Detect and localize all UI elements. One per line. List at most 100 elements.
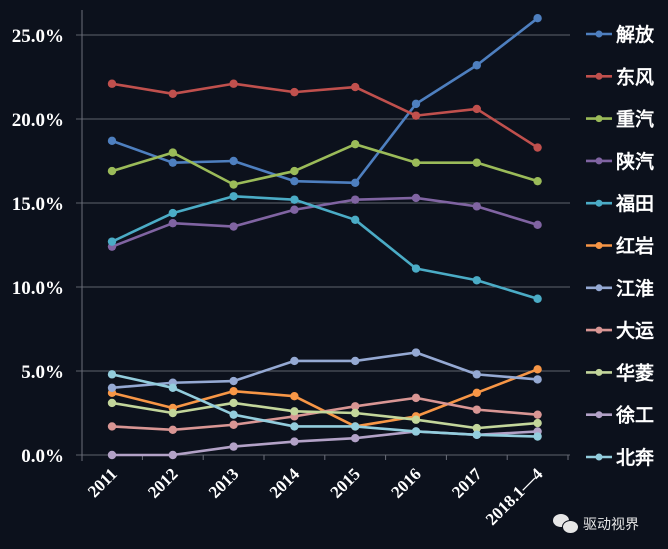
- data-point: [168, 408, 177, 418]
- data-point: [472, 104, 481, 114]
- legend-label: 福田: [615, 192, 654, 215]
- data-point: [107, 166, 117, 176]
- data-point: [533, 294, 542, 303]
- data-point: [351, 402, 360, 411]
- data-point: [533, 432, 542, 441]
- legend-marker: [595, 72, 603, 80]
- x-tick-label: 2016: [387, 464, 424, 501]
- legend-item: 东风: [586, 65, 654, 88]
- x-tick-label: 2014: [266, 464, 304, 502]
- data-point: [533, 14, 542, 23]
- data-point: [290, 176, 299, 186]
- data-point: [472, 202, 481, 211]
- data-point: [533, 365, 542, 374]
- watermark: 驱动视界: [553, 514, 639, 534]
- data-point: [533, 143, 542, 152]
- series-福田: [107, 192, 542, 303]
- legend-marker: [595, 326, 603, 334]
- legend-item: 红岩: [586, 235, 654, 258]
- series-line: [111, 82, 539, 149]
- series-line: [111, 368, 539, 428]
- data-point: [290, 422, 299, 431]
- series-北奔: [107, 370, 542, 441]
- x-tick-label: 2015: [327, 464, 364, 501]
- data-point: [411, 393, 421, 403]
- data-point: [290, 392, 299, 401]
- data-point: [229, 156, 238, 166]
- data-point: [472, 405, 481, 414]
- data-point: [107, 79, 117, 88]
- data-point: [229, 192, 238, 201]
- legend-item: 陕汽: [586, 150, 654, 173]
- legend-item: 徐工: [586, 404, 654, 427]
- data-point: [533, 176, 542, 186]
- y-axis: 0.0% 5.0% 10.0% 15.0% 20.0% 25.0%: [12, 10, 83, 467]
- data-point: [168, 383, 177, 392]
- data-point: [533, 418, 542, 428]
- series-江淮: [107, 348, 542, 392]
- data-point: [351, 178, 360, 188]
- data-point: [411, 111, 421, 120]
- legend-item: 北奔: [586, 446, 655, 469]
- data-point: [351, 356, 360, 366]
- legend-item: 解放: [586, 23, 655, 46]
- data-point: [107, 136, 117, 146]
- data-point: [168, 89, 177, 99]
- data-point: [107, 398, 117, 408]
- data-point: [107, 422, 117, 431]
- data-point: [290, 407, 299, 416]
- data-point: [290, 166, 299, 176]
- data-point: [411, 348, 421, 357]
- data-point: [229, 410, 238, 419]
- legend-marker: [595, 284, 603, 292]
- legend-label: 大运: [616, 319, 654, 342]
- data-point: [229, 442, 238, 451]
- x-tick-label: 2013: [205, 464, 242, 501]
- y-tick-label: 0.0%: [21, 446, 64, 467]
- data-point: [472, 158, 481, 167]
- legend-item: 江淮: [586, 278, 654, 300]
- y-tick-label: 15.0%: [12, 194, 64, 215]
- data-point: [229, 222, 238, 231]
- data-point: [533, 220, 542, 230]
- legend-label: 东风: [616, 65, 654, 88]
- legend-item: 华菱: [586, 361, 654, 384]
- data-point: [351, 434, 360, 443]
- legend-item: 福田: [586, 192, 654, 215]
- legend-marker: [595, 453, 603, 461]
- data-point: [472, 61, 481, 70]
- data-point: [168, 218, 177, 228]
- data-point: [351, 408, 360, 418]
- data-point: [107, 370, 117, 379]
- series-line: [111, 351, 538, 390]
- legend-marker: [595, 411, 603, 419]
- x-tick-label: 2012: [144, 464, 181, 501]
- legend-marker: [595, 199, 603, 207]
- series-lines: [107, 14, 542, 460]
- legend-marker: [595, 30, 603, 38]
- data-point: [472, 276, 481, 285]
- data-point: [168, 158, 177, 167]
- data-point: [351, 140, 360, 149]
- data-point: [229, 420, 238, 429]
- data-point: [229, 398, 238, 408]
- data-point: [290, 205, 299, 214]
- series-解放: [107, 14, 542, 188]
- data-point: [290, 195, 299, 204]
- legend-label: 华菱: [616, 361, 654, 384]
- series-line: [111, 196, 538, 248]
- series-line: [111, 194, 538, 301]
- data-point: [168, 208, 177, 218]
- x-tick-label: 2018.1—4: [482, 464, 547, 529]
- data-point: [229, 386, 238, 396]
- data-point: [472, 430, 481, 440]
- data-point: [472, 388, 481, 398]
- data-point: [411, 158, 421, 167]
- legend-marker: [595, 115, 603, 123]
- data-point: [168, 425, 177, 434]
- legend-label: 解放: [616, 23, 655, 46]
- data-point: [411, 193, 421, 203]
- legend-label: 北奔: [616, 446, 655, 469]
